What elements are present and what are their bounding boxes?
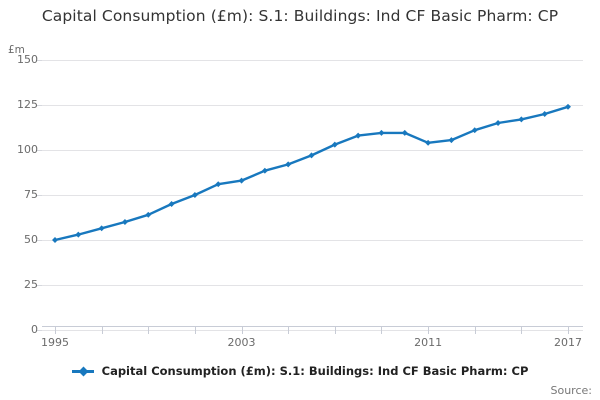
source-note: Source: bbox=[550, 384, 593, 397]
x-tick-label: 1995 bbox=[41, 336, 69, 349]
data-point-marker bbox=[565, 103, 571, 110]
x-tick-label: 2017 bbox=[554, 336, 582, 349]
x-tick-label: 2003 bbox=[227, 336, 256, 349]
y-axis-unit-label: £m bbox=[8, 44, 25, 56]
data-point-marker bbox=[541, 111, 548, 117]
gridline bbox=[36, 60, 583, 61]
gridline bbox=[36, 105, 583, 106]
y-tick-label: 150 bbox=[17, 53, 38, 66]
y-tick-mark bbox=[36, 105, 42, 106]
series-line bbox=[53, 105, 570, 242]
legend-item-label: Capital Consumption (£m): S.1: Buildings… bbox=[101, 364, 529, 378]
x-tick-label: 2011 bbox=[414, 336, 443, 349]
data-point-marker bbox=[191, 192, 198, 198]
y-tick-mark bbox=[36, 195, 42, 196]
gridline bbox=[36, 330, 583, 331]
y-tick-label: 100 bbox=[17, 143, 38, 156]
gridline bbox=[36, 150, 583, 151]
y-tick-mark bbox=[36, 150, 42, 151]
y-tick-label: 0 bbox=[31, 323, 38, 336]
data-point-marker bbox=[378, 129, 385, 136]
x-tick-mark bbox=[148, 327, 150, 334]
data-point-marker bbox=[495, 120, 502, 126]
x-tick-mark bbox=[381, 327, 383, 334]
x-tick-mark bbox=[101, 327, 103, 334]
data-series-line bbox=[52, 103, 571, 243]
data-point-marker bbox=[518, 116, 525, 123]
data-point-marker bbox=[471, 127, 478, 134]
gridline bbox=[36, 285, 583, 286]
data-point-marker bbox=[75, 231, 82, 238]
chart-title: Capital Consumption (£m): S.1: Buildings… bbox=[41, 7, 559, 25]
x-tick-mark bbox=[194, 327, 196, 334]
x-tick-mark bbox=[428, 327, 430, 334]
legend-line-marker-icon bbox=[71, 365, 94, 377]
chart-legend: Capital Consumption (£m): S.1: Buildings… bbox=[0, 364, 600, 378]
gridline bbox=[36, 195, 583, 196]
data-point-marker bbox=[98, 225, 105, 232]
x-tick-mark bbox=[241, 327, 243, 334]
data-point-marker bbox=[52, 237, 58, 243]
y-tick-label: 125 bbox=[17, 98, 38, 111]
y-tick-label: 75 bbox=[24, 188, 38, 201]
gridline bbox=[36, 240, 583, 241]
y-tick-mark bbox=[36, 285, 42, 286]
x-tick-mark bbox=[521, 327, 523, 334]
x-tick-mark bbox=[568, 327, 569, 334]
x-axis-line bbox=[42, 326, 583, 327]
x-tick-mark bbox=[288, 327, 290, 334]
x-tick-mark bbox=[334, 327, 336, 334]
y-tick-mark bbox=[36, 330, 42, 331]
y-tick-mark bbox=[36, 60, 42, 61]
x-tick-mark bbox=[474, 327, 476, 334]
plot-area bbox=[36, 60, 583, 331]
y-tick-label: 25 bbox=[24, 278, 38, 291]
x-tick-mark bbox=[55, 327, 56, 334]
data-point-marker bbox=[121, 219, 128, 225]
y-tick-mark bbox=[36, 240, 42, 241]
y-tick-label: 50 bbox=[24, 233, 38, 246]
